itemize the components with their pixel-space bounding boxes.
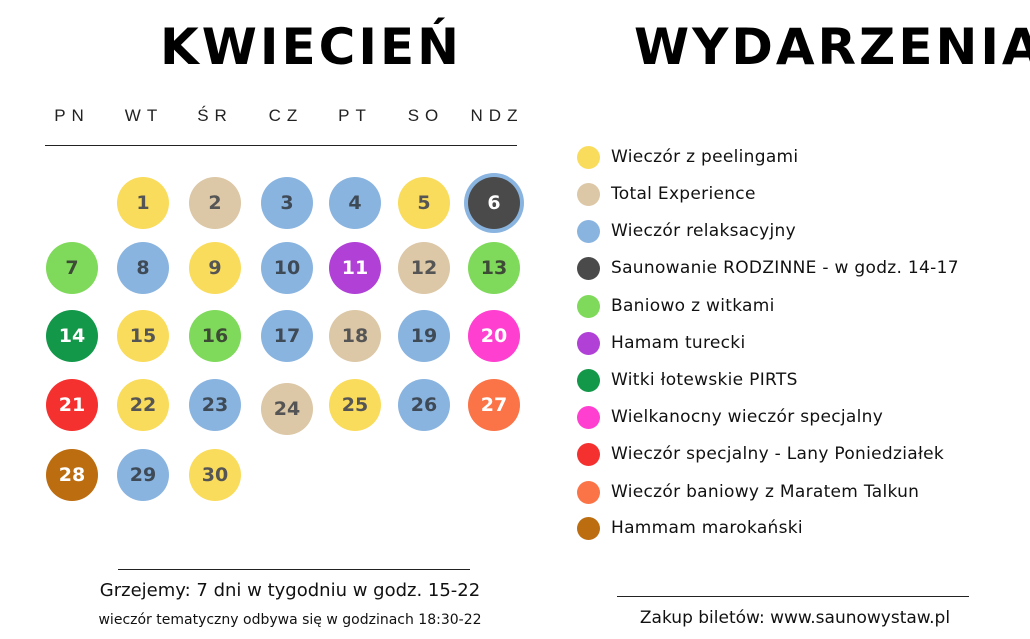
footer-divider-right [617,596,969,597]
weekday-label: ŚR [197,106,233,125]
legend-label: Witki łotewskie PIRTS [611,370,798,390]
legend-item: Wieczór relaksacyjny [577,218,796,244]
legend-item: Baniowo z witkami [577,293,775,319]
calendar-day-20: 20 [468,310,520,362]
calendar-day-12: 12 [398,242,450,294]
legend-item: Witki łotewskie PIRTS [577,367,798,393]
legend-item: Saunowanie RODZINNE - w godz. 14-17 [577,255,959,281]
legend-color-dot [577,182,600,206]
calendar-day-23: 23 [189,379,241,431]
weekday-label: SO [407,106,445,125]
calendar-title: KWIECIEŃ [160,18,462,76]
calendar-day-19: 19 [398,310,450,362]
legend-item: Wielkanocny wieczór specjalny [577,404,883,430]
legend-label: Hamam turecki [611,333,746,353]
legend-label: Wieczór specjalny - Lany Poniedziałek [611,444,944,464]
calendar-day-24: 24 [261,383,313,435]
legend-color-dot [577,480,600,504]
calendar-day-13: 13 [468,242,520,294]
footer-divider-left [118,569,470,570]
theme-evening-hours-text: wieczór tematyczny odbywa się w godzinac… [98,612,482,628]
legend-item: Total Experience [577,181,756,207]
calendar-day-5: 5 [398,177,450,229]
calendar-day-7: 7 [46,242,98,294]
calendar-day-29: 29 [117,449,169,501]
calendar-day-6: 6 [468,177,520,229]
legend-label: Wielkanocny wieczór specjalny [611,407,884,427]
calendar-day-30: 30 [189,449,241,501]
events-title: WYDARZENIA [634,18,1030,76]
legend-item: Hammam marokański [577,515,803,541]
legend-label: Baniowo z witkami [611,296,775,316]
weekday-label: NDZ [470,106,524,125]
legend-color-dot [577,219,600,243]
tickets-link[interactable]: Zakup biletów: www.saunowystaw.pl [639,608,951,628]
legend-label: Wieczór z peelingami [611,147,799,167]
calendar-day-10: 10 [261,242,313,294]
legend-color-dot [577,368,600,392]
calendar-day-1: 1 [117,177,169,229]
weekday-label: PT [338,106,372,125]
calendar-day-4: 4 [329,177,381,229]
legend-color-dot [577,331,600,355]
legend-label: Wieczór baniowy z Maratem Talkun [611,482,920,502]
calendar-day-9: 9 [189,242,241,294]
legend-color-dot [577,405,600,429]
calendar-day-22: 22 [117,379,169,431]
calendar-day-15: 15 [117,310,169,362]
calendar-day-3: 3 [261,177,313,229]
legend-item: Wieczór baniowy z Maratem Talkun [577,479,919,505]
calendar-day-21: 21 [46,379,98,431]
calendar-day-2: 2 [189,177,241,229]
calendar-day-25: 25 [329,379,381,431]
legend-color-dot [577,294,600,318]
legend-label: Wieczór relaksacyjny [611,221,796,241]
calendar-day-11: 11 [329,242,381,294]
legend-item: Hamam turecki [577,330,745,356]
legend-label: Total Experience [611,184,756,204]
legend-label: Saunowanie RODZINNE - w godz. 14-17 [611,258,959,278]
calendar-day-16: 16 [189,310,241,362]
opening-hours-text: Grzejemy: 7 dni w tygodniu w godz. 15-22 [99,580,481,601]
legend-color-dot [577,516,600,540]
legend-label: Hammam marokański [611,518,803,538]
legend-color-dot [577,145,600,169]
legend-color-dot [577,256,600,280]
legend-color-dot [577,442,600,466]
calendar-day-8: 8 [117,242,169,294]
weekday-label: WT [124,106,164,125]
calendar-day-27: 27 [468,379,520,431]
calendar-day-14: 14 [46,310,98,362]
calendar-day-28: 28 [46,449,98,501]
calendar-day-18: 18 [329,310,381,362]
legend-item: Wieczór z peelingami [577,144,798,170]
calendar-day-17: 17 [261,310,313,362]
calendar-day-26: 26 [398,379,450,431]
weekday-label: PN [54,106,90,125]
legend-item: Wieczór specjalny - Lany Poniedziałek [577,441,944,467]
weekday-label: CZ [268,106,304,125]
calendar-divider [45,145,517,146]
